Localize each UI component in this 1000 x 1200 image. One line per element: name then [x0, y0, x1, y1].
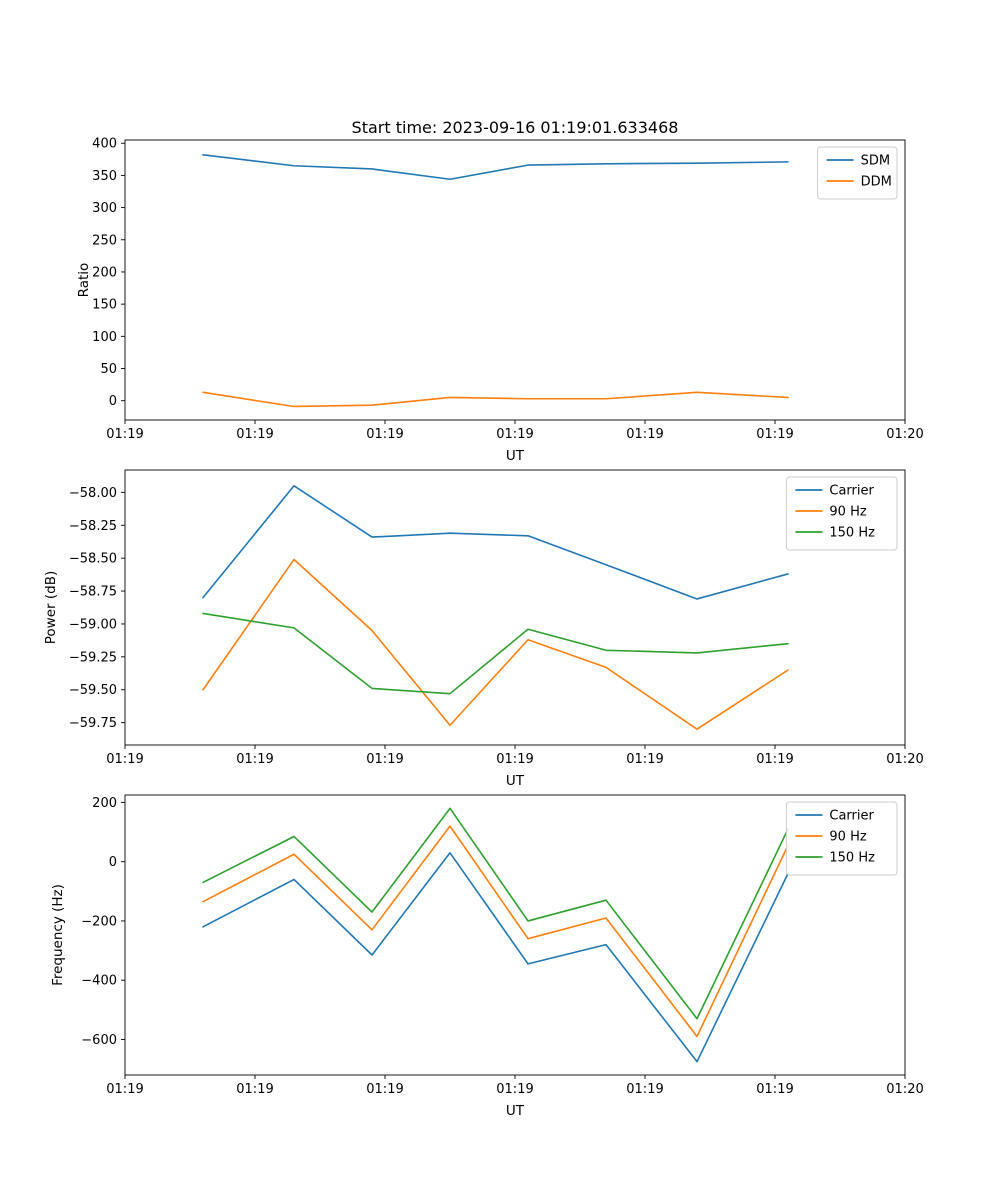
y-tick-label: −58.00 [69, 486, 117, 501]
x-tick-label: 01:19 [236, 427, 273, 442]
figure-title: Start time: 2023-09-16 01:19:01.633468 [351, 118, 679, 137]
x-tick-label: 01:19 [626, 1082, 663, 1097]
x-tick-label: 01:19 [496, 1082, 533, 1097]
y-tick-label: 200 [92, 265, 117, 280]
series-line-90-hz [202, 825, 789, 1038]
series-line-carrier [202, 484, 789, 600]
y-tick-label: −400 [81, 974, 117, 989]
series-line-carrier [202, 851, 789, 1063]
legend-label: 150 Hz [829, 851, 875, 866]
y-tick-label: −59.00 [69, 617, 117, 632]
x-axis-label: UT [506, 773, 525, 789]
x-axis-label: UT [506, 448, 525, 464]
y-tick-label: 0 [109, 394, 117, 409]
y-tick-label: 250 [92, 233, 117, 248]
x-tick-label: 01:19 [496, 752, 533, 767]
x-axis-label: UT [506, 1103, 525, 1119]
y-tick-label: 50 [100, 362, 117, 377]
x-tick-label: 01:20 [886, 752, 923, 767]
legend-label: 150 Hz [829, 526, 875, 541]
y-tick-label: −200 [81, 914, 117, 929]
legend-label: SDM [861, 154, 890, 169]
y-tick-label: −59.25 [69, 650, 117, 665]
x-tick-label: 01:20 [886, 1082, 923, 1097]
axes-frame-0 [124, 139, 906, 421]
legend-label: Carrier [829, 484, 874, 499]
x-tick-label: 01:19 [366, 427, 403, 442]
x-tick-label: 01:19 [106, 1082, 143, 1097]
x-tick-label: 01:19 [366, 752, 403, 767]
x-tick-label: 01:19 [496, 427, 533, 442]
x-tick-label: 01:19 [366, 1082, 403, 1097]
series-line-ddm [202, 391, 789, 408]
x-tick-label: 01:20 [886, 427, 923, 442]
y-tick-label: −58.50 [69, 552, 117, 567]
x-tick-label: 01:19 [236, 1082, 273, 1097]
y-tick-label: 200 [92, 796, 117, 811]
x-tick-label: 01:19 [106, 427, 143, 442]
series-line-90-hz [202, 558, 789, 731]
series-line-150-hz [202, 807, 789, 1020]
y-tick-label: −58.25 [69, 519, 117, 534]
series-line-sdm [202, 154, 789, 181]
legend-label: Carrier [829, 809, 874, 824]
x-tick-label: 01:19 [756, 1082, 793, 1097]
legend-label: DDM [861, 175, 892, 190]
y-axis-label: Ratio [76, 263, 92, 298]
y-tick-label: 300 [92, 201, 117, 216]
series-line-150-hz [202, 612, 789, 695]
y-tick-label: 150 [92, 298, 117, 313]
y-tick-label: 400 [92, 137, 117, 152]
y-axis-label: Power (dB) [43, 571, 59, 644]
x-tick-label: 01:19 [626, 427, 663, 442]
y-axis-label: Frequency (Hz) [50, 884, 66, 986]
x-tick-label: 01:19 [106, 752, 143, 767]
y-tick-label: 100 [92, 330, 117, 345]
x-tick-label: 01:19 [236, 752, 273, 767]
y-tick-label: −600 [81, 1033, 117, 1048]
x-tick-label: 01:19 [756, 427, 793, 442]
legend-label: 90 Hz [829, 505, 866, 520]
y-tick-label: −59.75 [69, 716, 117, 731]
legend-label: 90 Hz [829, 830, 866, 845]
y-tick-label: 350 [92, 169, 117, 184]
x-tick-label: 01:19 [756, 752, 793, 767]
y-tick-label: −59.50 [69, 683, 117, 698]
x-tick-label: 01:19 [626, 752, 663, 767]
y-tick-label: 0 [109, 855, 117, 870]
y-tick-label: −58.75 [69, 585, 117, 600]
